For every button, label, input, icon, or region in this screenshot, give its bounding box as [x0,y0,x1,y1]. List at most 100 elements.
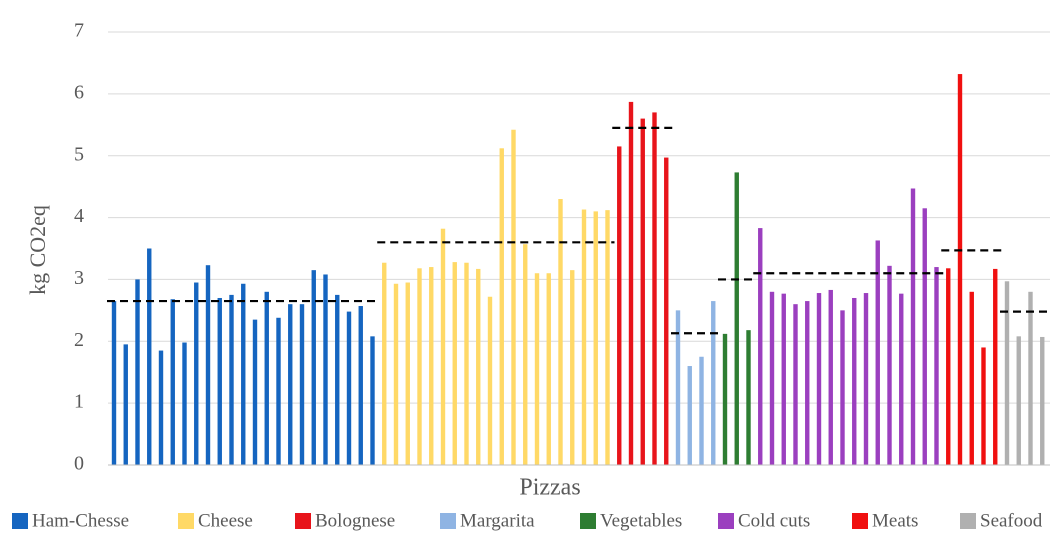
legend-swatch [440,513,456,529]
bar [323,274,328,465]
bar [170,299,175,465]
bar [617,146,622,465]
legend-label: Ham-Chesse [32,510,129,531]
bar [934,267,939,465]
bar [111,301,117,465]
bar [734,172,739,465]
bar [452,262,457,465]
y-tick-label: 6 [74,81,84,103]
bar [664,157,669,465]
bar [147,248,152,465]
legend-swatch [718,513,734,529]
legend-label: Cheese [198,510,253,531]
bar [252,319,258,465]
bar [722,333,728,465]
bar [135,279,140,465]
bar [758,228,763,465]
bar [523,244,528,465]
bar [217,297,222,465]
legend-label: Cold cuts [738,510,810,531]
legend-swatch [580,513,596,529]
legend-swatch [960,513,976,529]
bar [534,273,540,465]
bar [370,336,375,465]
bar [1004,281,1010,465]
y-tick-label: 5 [74,143,84,165]
bar [816,293,822,465]
bar [558,199,563,465]
bar [1028,291,1033,465]
bar [899,293,904,465]
bar [969,291,974,465]
bar [581,209,587,465]
bar [205,265,211,465]
bar [711,301,716,465]
bar [393,283,399,465]
bar [429,267,434,465]
legend-label: Margarita [460,510,535,531]
bar [194,282,199,465]
bar [299,304,305,465]
bar [805,301,810,465]
bar [887,265,892,465]
y-tick-label: 0 [74,453,84,475]
bar [487,296,493,465]
bar [687,366,692,465]
bar [1040,336,1045,465]
bar [123,344,128,465]
bar [158,350,164,465]
bar [852,297,857,465]
bar [464,262,469,465]
bar [229,294,234,465]
bar [652,112,657,466]
bar [946,268,951,465]
y-axis-label: kg CO2eq [25,205,50,295]
bar [358,306,363,465]
bar [382,262,387,465]
bar [546,273,551,465]
legend-label: Bolognese [315,510,395,531]
bar [593,211,598,465]
legend-swatch [178,513,194,529]
bar [335,294,340,465]
bar [863,293,869,465]
bar [605,210,610,465]
bar [511,129,516,465]
bar [746,330,751,465]
legend-label: Vegetables [600,510,682,531]
bar [570,270,575,465]
bar [264,291,269,465]
bar [346,311,352,465]
bar [440,228,446,465]
bar [699,356,704,465]
y-tick-label: 4 [74,205,84,227]
bar [499,148,504,465]
bar [957,74,963,465]
bar [875,240,880,465]
bar [828,289,833,465]
y-tick-label: 7 [74,20,84,42]
legend-swatch [12,513,28,529]
bar [910,188,916,465]
bar [840,310,845,465]
bar [922,208,927,466]
y-tick-label: 2 [74,329,84,351]
bar [405,282,410,465]
bar [311,270,316,465]
bar [182,342,187,465]
bar [288,304,293,465]
bar [769,291,775,465]
bar [640,118,645,465]
y-tick-label: 3 [74,267,84,289]
bar [476,268,481,465]
legend-swatch [295,513,311,529]
legend-swatch [852,513,868,529]
bar [417,268,422,465]
bar [628,101,634,466]
bar [276,317,281,465]
bar [993,268,998,465]
bar [1016,336,1021,465]
legend-label: Meats [872,510,918,531]
x-axis-label: Pizzas [519,475,580,501]
